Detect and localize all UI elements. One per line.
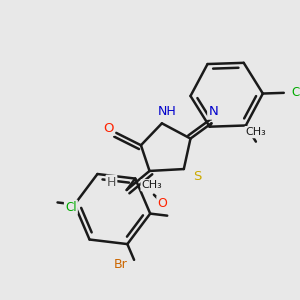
Text: Cl: Cl xyxy=(65,201,77,214)
Text: Br: Br xyxy=(114,258,128,271)
Text: CH₃: CH₃ xyxy=(245,127,266,137)
Text: O: O xyxy=(103,122,114,135)
Text: S: S xyxy=(193,170,201,183)
Text: NH: NH xyxy=(157,105,176,119)
Text: Cl: Cl xyxy=(291,86,300,99)
Text: N: N xyxy=(208,105,218,119)
Text: CH₃: CH₃ xyxy=(142,180,162,190)
Text: O: O xyxy=(158,197,167,210)
Text: H: H xyxy=(107,176,116,189)
